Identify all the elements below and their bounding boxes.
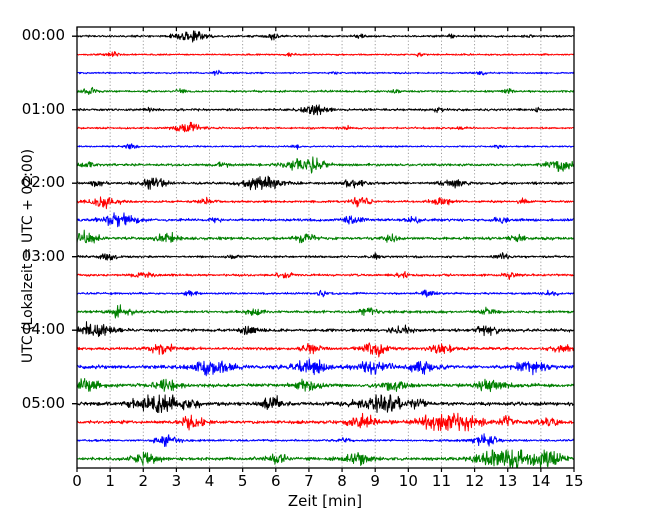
x-tick-label-13: 13	[498, 472, 518, 490]
y-tick-label-00-00: 00:00	[21, 26, 65, 45]
trace-02-30	[76, 212, 575, 228]
trace-05-15	[76, 412, 575, 432]
trace-04-30	[76, 358, 575, 377]
trace-00-45	[76, 86, 575, 95]
x-tick-label-11: 11	[431, 472, 451, 490]
trace-01-45	[76, 156, 575, 174]
trace-group	[76, 30, 575, 469]
trace-00-30	[76, 69, 575, 76]
y-tick-label-02-00: 02:00	[21, 173, 65, 192]
axes-frame	[76, 26, 575, 469]
x-tick-label-0: 0	[72, 472, 82, 490]
y-tick-label-03-00: 03:00	[21, 246, 65, 265]
x-tick-label-7: 7	[304, 472, 314, 490]
x-tick-label-14: 14	[531, 472, 551, 490]
x-axis-title: Zeit [min]	[287, 492, 363, 510]
y-tick-label-01-00: 01:00	[21, 99, 65, 118]
trace-03-15	[76, 270, 575, 280]
trace-05-00	[76, 394, 575, 414]
trace-00-15	[76, 51, 575, 58]
trace-01-30	[76, 143, 575, 150]
x-tick-label-1: 1	[105, 472, 115, 490]
trace-03-30	[76, 289, 575, 298]
grid-lines	[109, 27, 542, 468]
trace-00-00	[76, 30, 575, 43]
x-tick-label-9: 9	[370, 472, 380, 490]
trace-04-45	[76, 377, 575, 393]
trace-03-45	[76, 304, 575, 319]
trace-04-00	[76, 321, 575, 338]
x-tick-label-8: 8	[337, 472, 347, 490]
trace-02-15	[76, 196, 575, 210]
x-tick-label-3: 3	[171, 472, 182, 490]
x-tick-label-15: 15	[564, 472, 584, 490]
trace-01-15	[76, 121, 575, 133]
trace-05-30	[76, 433, 575, 447]
x-tick-label-5: 5	[237, 472, 248, 490]
y-tick-label-04-00: 04:00	[21, 320, 65, 339]
x-tick-label-6: 6	[271, 472, 281, 490]
x-tick-label-10: 10	[398, 472, 418, 490]
tick-marks	[72, 27, 575, 472]
x-tick-label-4: 4	[204, 472, 215, 490]
trace-02-00	[76, 175, 575, 191]
x-tick-label-12: 12	[465, 472, 485, 490]
trace-02-45	[76, 229, 575, 244]
y-tick-label-05-00: 05:00	[21, 393, 65, 412]
trace-04-15	[76, 342, 575, 358]
x-tick-label-2: 2	[138, 472, 149, 490]
trace-05-45	[76, 449, 575, 469]
trace-01-00	[76, 104, 575, 116]
trace-03-00	[76, 252, 575, 261]
